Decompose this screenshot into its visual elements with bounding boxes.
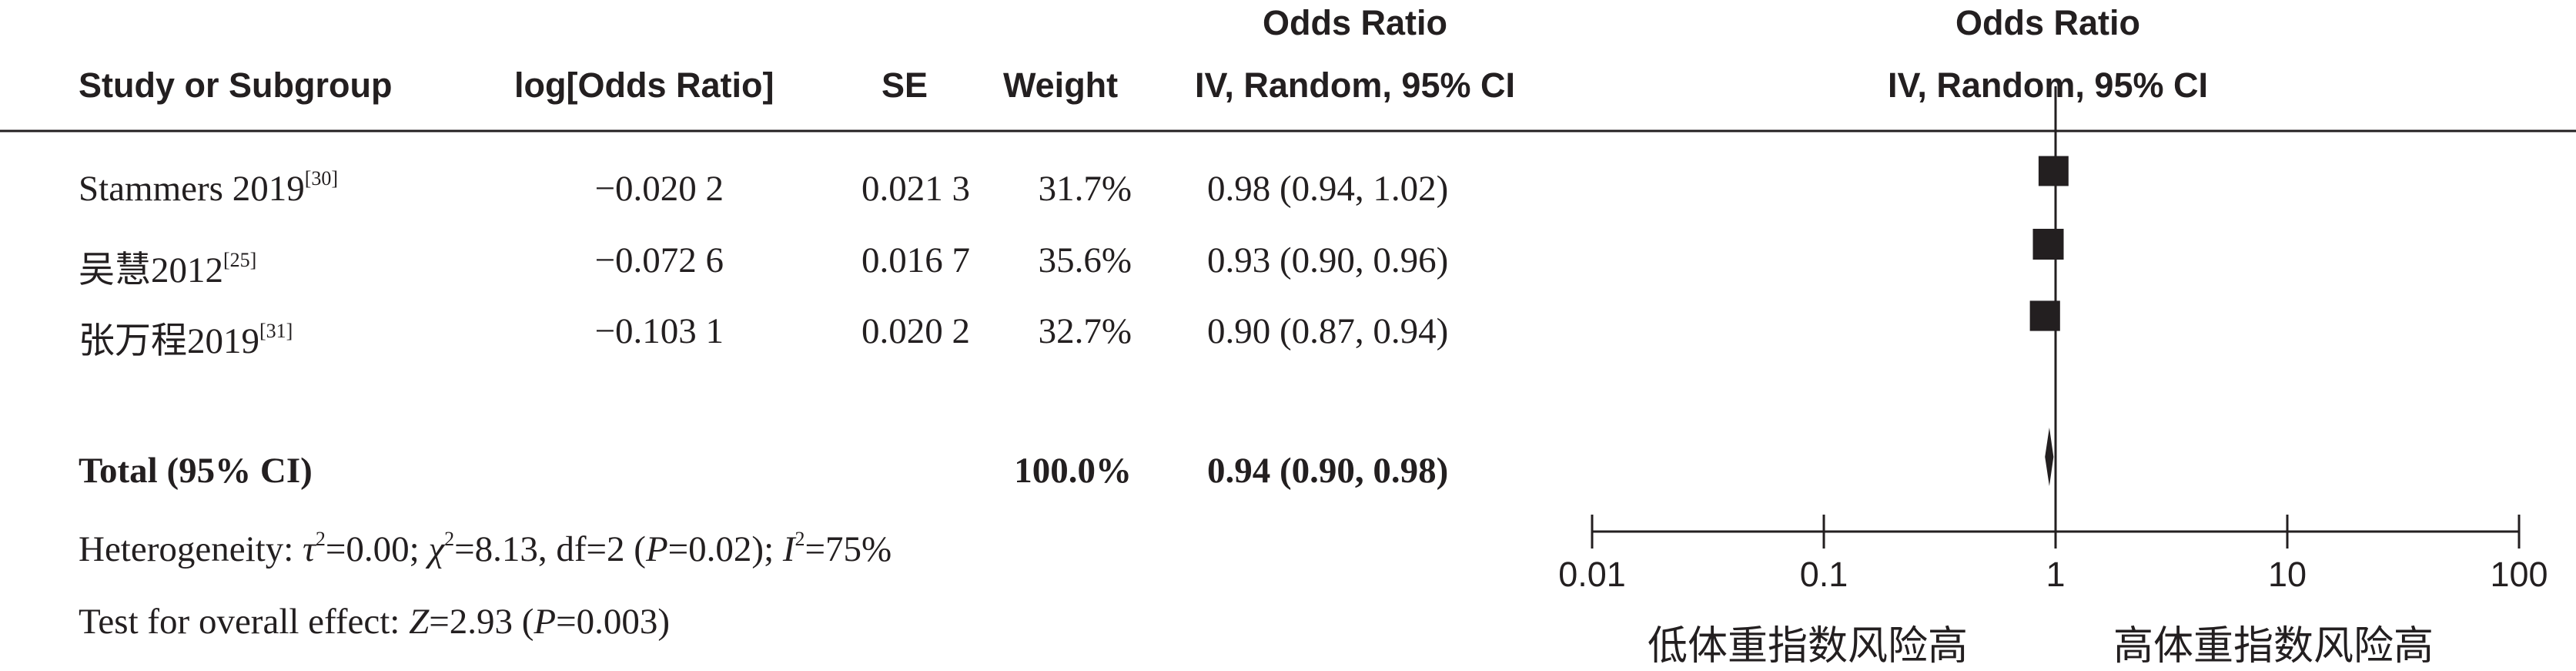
header-weight: Weight	[1003, 65, 1119, 105]
header-plot-title: Odds Ratio	[1955, 3, 2140, 42]
study-weight: 35.6%	[1038, 240, 1132, 280]
axis-left-label: 低体重指数风险高	[1648, 623, 1969, 669]
total-label: Total (95% CI)	[79, 451, 313, 491]
axis-tick-label: 10	[2267, 555, 2307, 594]
header-study: Study or Subgroup	[79, 65, 393, 105]
study-marker	[2032, 229, 2064, 260]
header-or-title: Odds Ratio	[1262, 3, 1447, 42]
study-se: 0.020 2	[861, 311, 970, 351]
study-weight: 32.7%	[1038, 311, 1132, 351]
overall-effect-text: Test for overall effect: Z=2.93 (P=0.003…	[79, 602, 671, 642]
study-name: Stammers 2019[30]	[79, 167, 339, 210]
axis-tick-label: 100	[2490, 555, 2548, 594]
axis-tick-label: 1	[2046, 555, 2066, 594]
study-marker	[2038, 156, 2069, 186]
study-ci: 0.98 (0.94, 1.02)	[1207, 169, 1449, 209]
study-ci: 0.90 (0.87, 0.94)	[1207, 311, 1449, 351]
axis-tick-label: 0.01	[1558, 555, 1626, 594]
header-log-or: log[Odds Ratio]	[514, 65, 774, 105]
heterogeneity-text: Heterogeneity: τ2=0.00; χ2=8.13, df=2 (P…	[79, 528, 892, 570]
header-se: SE	[882, 65, 928, 105]
total-ci: 0.94 (0.90, 0.98)	[1207, 451, 1449, 491]
header-plot-method: IV, Random, 95% CI	[1888, 65, 2208, 105]
study-log-or: −0.072 6	[594, 240, 724, 280]
study-ci: 0.93 (0.90, 0.96)	[1207, 240, 1449, 280]
study-se: 0.021 3	[861, 169, 970, 209]
study-marker	[2029, 300, 2060, 331]
study-weight: 31.7%	[1038, 169, 1132, 209]
axis-right-label: 高体重指数风险高	[2113, 623, 2434, 669]
study-log-or: −0.020 2	[594, 169, 724, 209]
study-se: 0.016 7	[861, 240, 970, 280]
total-weight: 100.0%	[1014, 451, 1132, 491]
axis-tick-label: 0.1	[1799, 555, 1848, 594]
header-or-method: IV, Random, 95% CI	[1195, 65, 1515, 105]
study-name: 张万程2019[31]	[79, 320, 293, 362]
pooled-diamond	[2045, 428, 2054, 486]
study-name: 吴慧2012[25]	[79, 249, 257, 291]
study-log-or: −0.103 1	[594, 311, 724, 351]
